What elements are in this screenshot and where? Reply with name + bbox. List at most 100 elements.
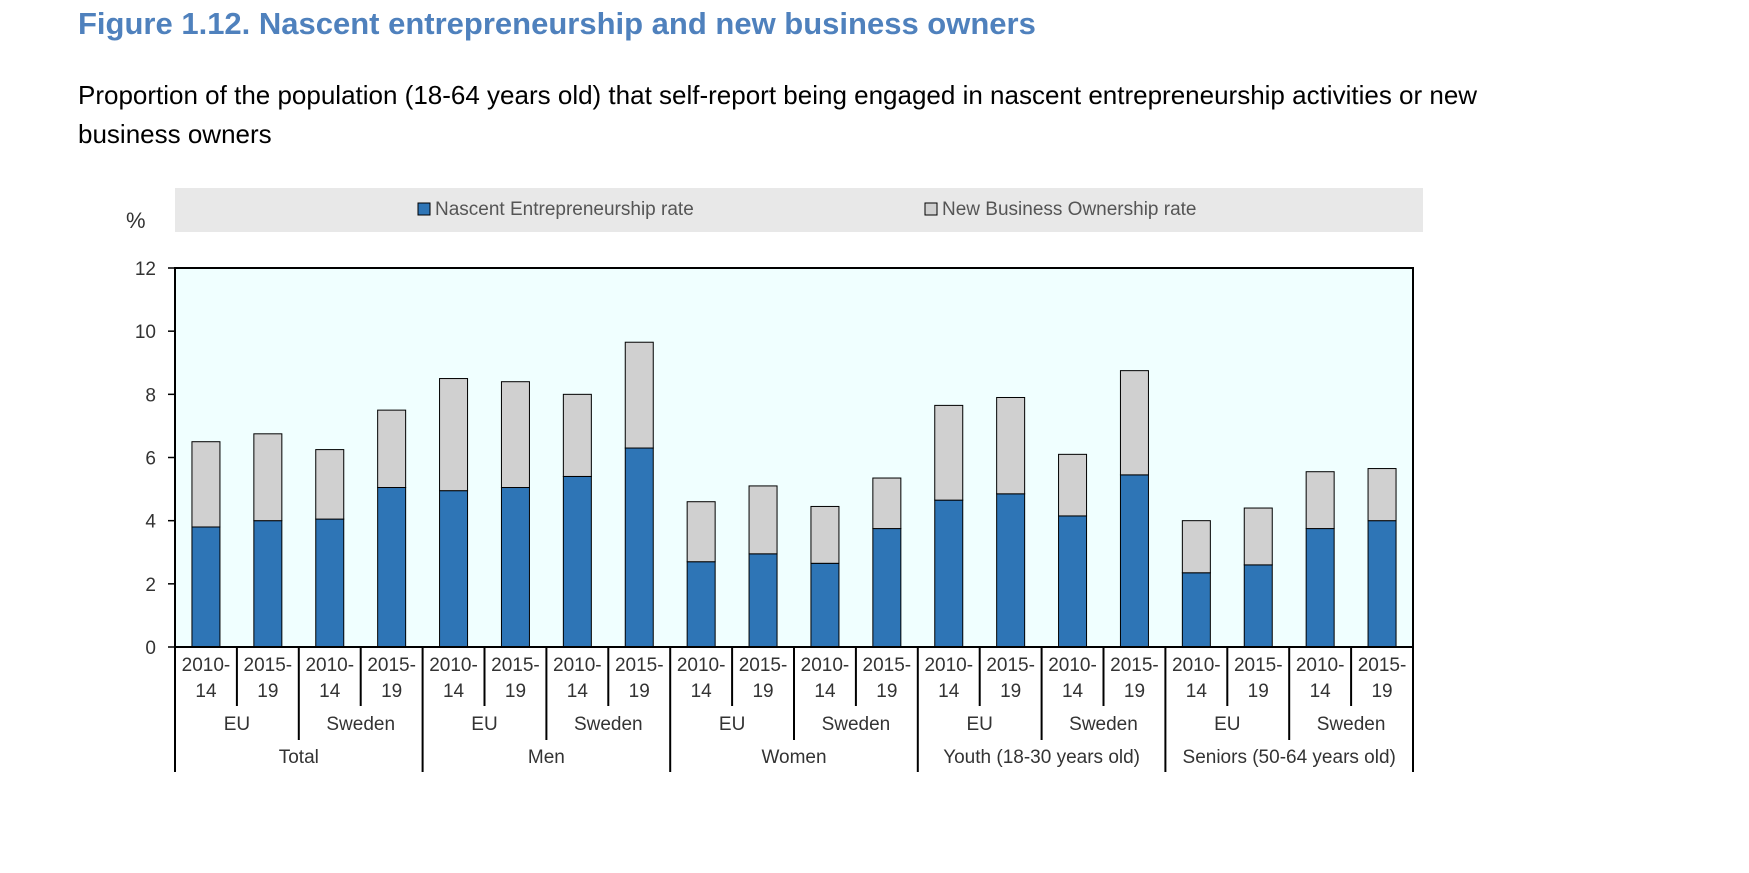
x-tick-label-line1: 2010- [677,655,726,676]
y-tick-label: 6 [145,449,156,470]
x-tick-label-line1: 2015- [615,655,664,676]
x-tick-label-line1: 2010- [801,655,850,676]
x-tick-label-line1: 2015- [986,655,1035,676]
bar-nascent [810,562,840,648]
x-tick-label-line2: 14 [1310,681,1332,702]
bar-new-business [1305,471,1335,530]
figure-title: Figure 1.12. Nascent entrepreneurship an… [78,6,1036,41]
bar-nascent [1367,520,1397,648]
x-tick-label-line2: 14 [195,681,217,702]
region-label: EU [1214,714,1240,735]
bar-new-business [1058,453,1088,517]
x-tick-label-line1: 2015- [1358,655,1407,676]
bar-new-business [748,485,778,555]
y-tick-label: 2 [145,575,156,596]
x-tick-label-line2: 14 [443,681,465,702]
bar-new-business [253,433,283,522]
x-tick-label-line1: 2015- [491,655,540,676]
y-axis-ticks: 0 2 4 6 8 10 12 [135,259,175,659]
bar-nascent [686,561,716,648]
bar-new-business [1367,468,1397,522]
y-tick-label: 8 [145,385,156,406]
legend-label-new-business: New Business Ownership rate [942,199,1197,220]
region-label: EU [719,714,745,735]
region-label: EU [471,714,497,735]
bar-nascent [562,475,592,648]
x-tick-label-line1: 2010- [924,655,973,676]
bar-nascent [315,518,345,648]
bar-nascent [439,490,469,648]
group-label: Seniors (50-64 years old) [1183,747,1396,768]
y-tick-label: 0 [145,638,156,659]
x-tick-label-line2: 14 [1062,681,1084,702]
x-tick-label-line1: 2015- [367,655,416,676]
bars [191,341,1397,648]
x-tick-label-line1: 2010- [553,655,602,676]
group-label: Total [279,747,319,768]
figure-subtitle: Proportion of the population (18-64 year… [78,80,1478,149]
bar-new-business [624,341,654,449]
bar-nascent [996,493,1026,648]
bar-nascent [624,447,654,648]
x-tick-label-line2: 19 [1248,681,1269,702]
x-tick-label-line1: 2010- [1172,655,1221,676]
bar-new-business [439,378,469,492]
x-axis: 2010- 14 2015- 19 2010- 14 2015- 19 2010- 14 2015-… [174,646,1414,772]
bar-nascent [1243,564,1273,648]
region-label: Sweden [326,714,395,735]
y-tick-label: 10 [135,322,156,343]
plot-area [174,267,1414,648]
legend-swatch-nascent [417,202,431,216]
legend-swatch-new-business [924,202,938,216]
x-tick-label-line2: 19 [257,681,278,702]
bar-nascent [934,499,964,648]
bar-nascent [377,487,407,648]
bar-new-business [996,396,1026,495]
region-label: Sweden [1317,714,1386,735]
x-tick-label-line2: 19 [1000,681,1021,702]
y-tick-label: 4 [145,512,156,533]
x-tick-label-line1: 2010- [429,655,478,676]
x-tick-label-line2: 14 [814,681,836,702]
x-tick-label-line1: 2010- [1296,655,1345,676]
x-tick-label-line1: 2010- [305,655,354,676]
y-axis-unit: % [126,208,146,233]
x-tick-label-line2: 19 [1124,681,1145,702]
bar-new-business [562,393,592,477]
x-tick-label-line2: 14 [319,681,341,702]
y-tick-label: 12 [135,259,156,280]
bar-new-business [1243,507,1273,566]
x-tick-label-line1: 2015- [1234,655,1283,676]
x-tick-label-line2: 19 [629,681,650,702]
bar-nascent [500,487,530,648]
x-tick-label-line1: 2010- [1048,655,1097,676]
x-tick-label-line2: 14 [691,681,713,702]
x-tick-label-line2: 14 [1186,681,1208,702]
bar-new-business [377,409,407,489]
bar-new-business [810,505,840,564]
bar-new-business [1119,370,1149,476]
region-label: Sweden [822,714,891,735]
bar-new-business [872,477,902,530]
bar-nascent [1058,515,1088,648]
group-label: Men [528,747,565,768]
group-label: Youth (18-30 years old) [943,747,1140,768]
bar-nascent [872,528,902,648]
region-label: Sweden [1069,714,1138,735]
bar-new-business [934,404,964,501]
region-label: EU [224,714,250,735]
bar-new-business [686,501,716,563]
x-tick-label-line1: 2015- [1110,655,1159,676]
x-tick-label-line2: 19 [505,681,526,702]
bar-new-business [191,441,221,528]
bar-new-business [500,381,530,489]
legend-box [175,188,1423,232]
bar-new-business [315,449,345,520]
region-label: Sweden [574,714,643,735]
x-tick-label-line2: 19 [752,681,773,702]
x-tick-label-line1: 2010- [182,655,231,676]
bar-nascent [253,520,283,648]
group-label: Women [761,747,826,768]
x-tick-label-line2: 14 [567,681,589,702]
